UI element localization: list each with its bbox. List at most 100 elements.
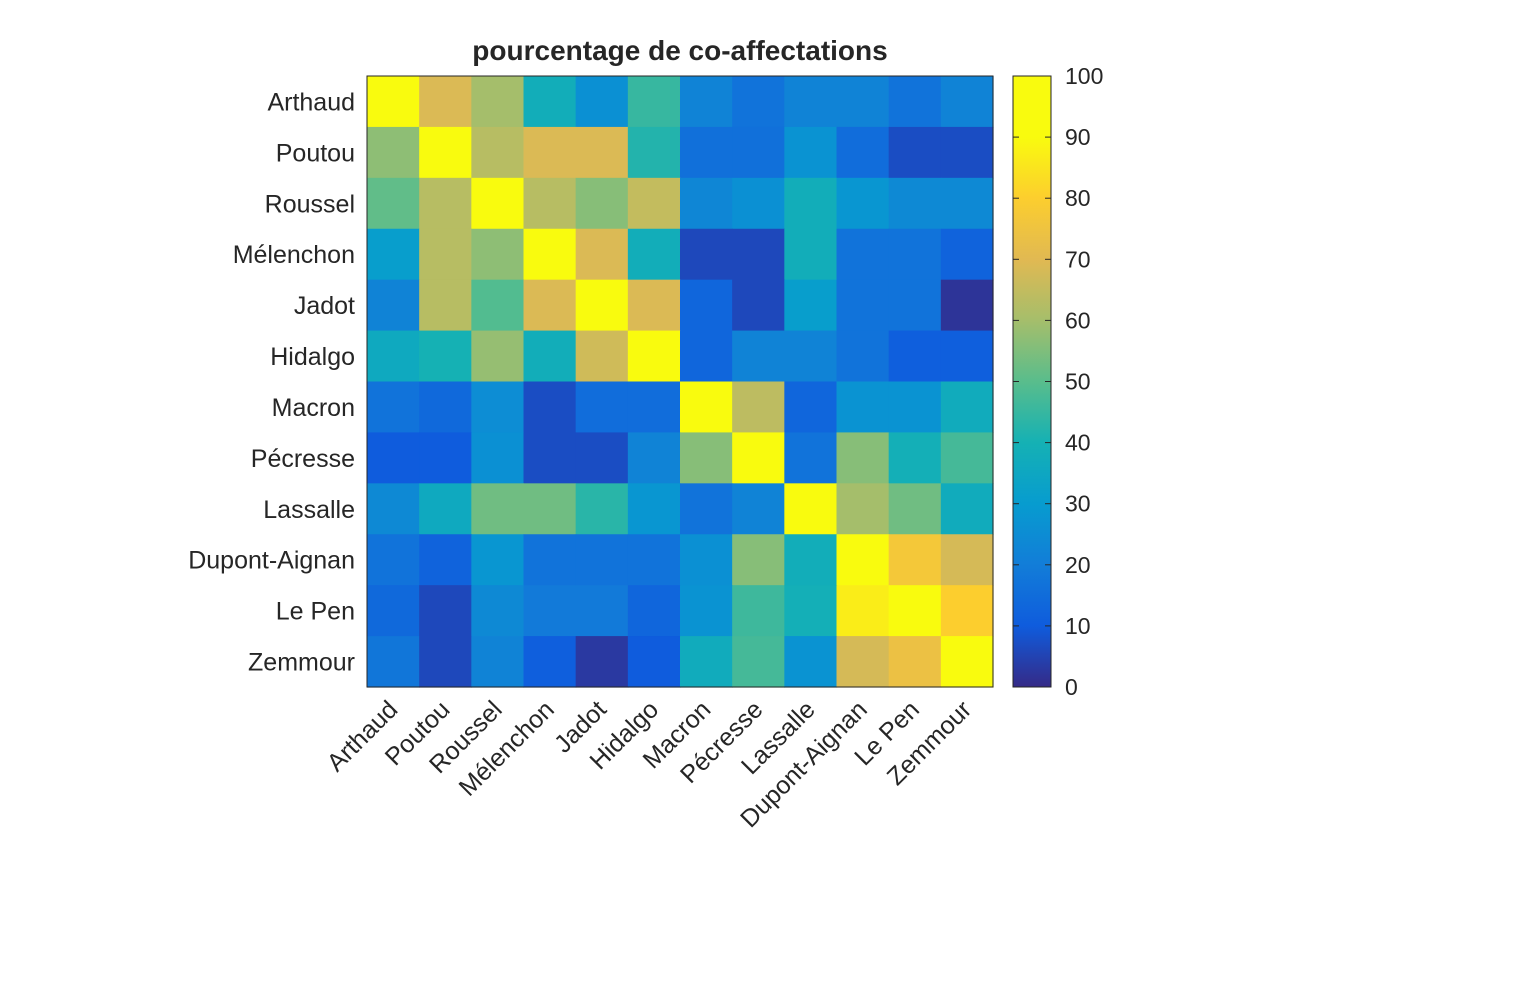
heatmap-cell xyxy=(367,585,420,637)
colorbar-tick-label: 40 xyxy=(1065,430,1091,456)
heatmap-cell xyxy=(732,126,785,179)
heatmap-cell xyxy=(523,177,577,230)
colorbar-tick-label: 100 xyxy=(1065,63,1103,89)
heatmap-cell xyxy=(784,177,838,230)
y-tick-label: Le Pen xyxy=(276,598,355,626)
heatmap-cell xyxy=(784,432,838,484)
heatmap-cell xyxy=(471,76,525,128)
heatmap-cell xyxy=(940,534,994,586)
x-tick-labels: ArthaudPoutouRousselMélenchonJadotHidalg… xyxy=(322,695,978,833)
heatmap-cell xyxy=(627,381,681,434)
heatmap-cell xyxy=(471,126,525,179)
heatmap-cell xyxy=(627,279,681,332)
heatmap-cell xyxy=(419,432,472,484)
heatmap-cell xyxy=(680,585,733,637)
heatmap-cell xyxy=(419,279,472,332)
heatmap-cell xyxy=(523,585,577,637)
heatmap-cell xyxy=(471,483,525,535)
heatmap-cell xyxy=(575,279,629,332)
colorbar-gradient xyxy=(1013,76,1051,687)
heatmap-cell xyxy=(836,177,890,230)
heatmap-cell xyxy=(367,381,420,434)
y-tick-label: Lassalle xyxy=(263,496,355,524)
heatmap-cell xyxy=(732,228,785,281)
heatmap-cell xyxy=(940,177,994,230)
heatmap-cell xyxy=(627,177,681,230)
heatmap-cell xyxy=(784,76,838,128)
heatmap-cell xyxy=(732,483,785,535)
heatmap-cell xyxy=(575,126,629,179)
heatmap-cell xyxy=(836,228,890,281)
heatmap-cell xyxy=(523,279,577,332)
heatmap-cell xyxy=(471,381,525,434)
heatmap-cell xyxy=(680,177,733,230)
heatmap-cell xyxy=(367,330,420,383)
heatmap-cell xyxy=(627,585,681,637)
heatmap-cell xyxy=(836,279,890,332)
colorbar-tick-label: 80 xyxy=(1065,185,1091,211)
heatmap-cell xyxy=(680,126,733,179)
y-tick-label: Roussel xyxy=(265,190,355,218)
heatmap-cell xyxy=(627,483,681,535)
heatmap-cell xyxy=(471,330,525,383)
heatmap-cell xyxy=(680,534,733,586)
y-tick-label: Dupont-Aignan xyxy=(188,547,355,575)
heatmap-cell xyxy=(680,381,733,434)
heatmap-cell xyxy=(471,534,525,586)
heatmap-cell xyxy=(367,636,420,688)
heatmap-cell xyxy=(888,381,942,434)
heatmap-cell xyxy=(419,636,472,688)
heatmap-cell xyxy=(784,483,838,535)
heatmap-cell xyxy=(784,636,838,688)
heatmap-cell xyxy=(419,330,472,383)
heatmap-cell xyxy=(575,585,629,637)
heatmap-cell xyxy=(784,534,838,586)
heatmap-cell xyxy=(940,636,994,688)
y-tick-label: Pécresse xyxy=(251,445,355,473)
heatmap-cell xyxy=(367,177,420,230)
heatmap-cell xyxy=(784,126,838,179)
heatmap-cell xyxy=(940,330,994,383)
heatmap-cell xyxy=(627,228,681,281)
heatmap-cell xyxy=(367,76,420,128)
heatmap-cell xyxy=(680,483,733,535)
heatmap-cell xyxy=(940,76,994,128)
heatmap-cell xyxy=(471,585,525,637)
y-tick-label: Poutou xyxy=(276,139,355,167)
heatmap-cell xyxy=(732,330,785,383)
heatmap-cell xyxy=(732,585,785,637)
heatmap-cell xyxy=(784,585,838,637)
heatmap-cell xyxy=(784,279,838,332)
heatmap-cell xyxy=(940,228,994,281)
heatmap-cell xyxy=(888,585,942,637)
y-tick-labels: Arthaud Poutou Roussel Mélenchon Jadot Hidalg… xyxy=(188,88,355,676)
heatmap-cell xyxy=(523,381,577,434)
heatmap-cell xyxy=(888,228,942,281)
heatmap-cell xyxy=(523,228,577,281)
heatmap-cell xyxy=(732,279,785,332)
heatmap-cell xyxy=(627,76,681,128)
heatmap-cell xyxy=(575,76,629,128)
heatmap-cell xyxy=(732,381,785,434)
colorbar-tick-label: 10 xyxy=(1065,613,1091,639)
heatmap-cell xyxy=(732,432,785,484)
heatmap-cell xyxy=(836,483,890,535)
heatmap-cell xyxy=(471,228,525,281)
heatmap-cell xyxy=(836,330,890,383)
heatmap-cell xyxy=(940,126,994,179)
heatmap-cell xyxy=(888,483,942,535)
heatmap-cell xyxy=(523,76,577,128)
x-tick-label: Arthaud xyxy=(322,695,404,777)
heatmap-cell xyxy=(627,432,681,484)
heatmap-cell xyxy=(367,228,420,281)
heatmap-cell xyxy=(627,330,681,383)
colorbar-tick-label: 90 xyxy=(1065,124,1091,150)
heatmap-cell xyxy=(784,228,838,281)
heatmap-cell xyxy=(523,432,577,484)
colorbar-tick-label: 70 xyxy=(1065,246,1091,272)
heatmap-cell xyxy=(471,177,525,230)
heatmap-cell xyxy=(575,534,629,586)
heatmap-cell xyxy=(836,76,890,128)
heatmap-cell xyxy=(732,534,785,586)
